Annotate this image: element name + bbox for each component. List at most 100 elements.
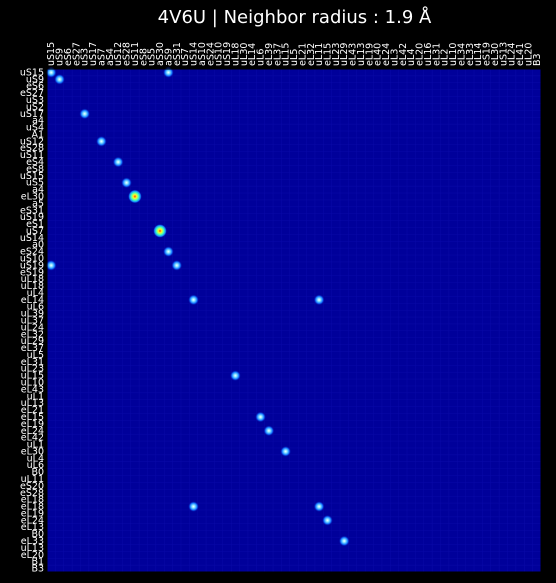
x-tick-label: uS9 xyxy=(55,48,66,66)
x-tick-label: eS24 xyxy=(205,42,216,66)
x-tick-label: eL24 xyxy=(381,43,392,66)
heatmap-cell xyxy=(112,156,124,168)
y-tick-label: A1 xyxy=(31,129,44,140)
y-tick-label: eL19 xyxy=(21,508,44,519)
y-tick-label: eL30 xyxy=(21,191,44,202)
y-tick-label: uL13 xyxy=(21,398,44,409)
plot-area xyxy=(47,69,541,572)
x-tick-label: eL40 xyxy=(373,43,384,66)
heatmap-cell xyxy=(321,514,333,526)
x-tick-label: eL14 xyxy=(247,43,258,66)
heatmap-cell xyxy=(121,177,133,189)
x-tick-label: eS19 xyxy=(482,42,493,66)
heatmap-cell xyxy=(280,445,292,457)
x-tick-label: eL34 xyxy=(456,43,467,66)
x-tick-label: uL16 xyxy=(423,43,434,66)
y-tick-label: eS8 xyxy=(26,164,44,175)
x-tick-label: uL6 xyxy=(256,49,267,66)
heatmap-cell xyxy=(162,246,174,258)
x-tick-label: uS15 xyxy=(46,42,57,66)
x-tick-label: eL21 xyxy=(297,43,308,66)
heatmap-cell xyxy=(54,73,66,85)
y-tick-label: uS3 xyxy=(26,95,44,106)
y-tick-label: B1 xyxy=(31,557,44,568)
x-tick-label: uL15 xyxy=(281,43,292,66)
x-tick-label: eL42 xyxy=(398,43,409,66)
y-tick-label: eL18 xyxy=(21,502,44,513)
y-tick-label: uS12 xyxy=(20,136,44,147)
x-tick-label: B3 xyxy=(532,53,543,66)
y-tick-label: uS2 xyxy=(26,102,44,113)
y-tick-label: B0 xyxy=(31,467,44,478)
x-tick-label: eL30 xyxy=(490,43,501,66)
y-tick-label: B0 xyxy=(31,529,44,540)
heatmap-cell xyxy=(45,259,57,271)
x-tick-label: eL15 xyxy=(322,43,333,66)
y-tick-label: uL4 xyxy=(27,288,44,299)
x-tick-label: uL13 xyxy=(356,43,367,66)
x-tick-label: uL20 xyxy=(523,43,534,66)
y-tick-label: a5 xyxy=(32,198,44,209)
y-tick-label: eL24 xyxy=(21,426,44,437)
heatmap-cell xyxy=(188,501,200,513)
x-tick-label: uL10 xyxy=(448,43,459,66)
heatmap-cell xyxy=(313,294,325,306)
y-tick-label: uL24 xyxy=(21,322,44,333)
heatmap-cell xyxy=(79,108,91,120)
x-tick-label: uS17 xyxy=(88,42,99,66)
y-tick-label: eL20 xyxy=(21,550,44,561)
heatmap-cell xyxy=(313,501,325,513)
x-tick-label: uL4 xyxy=(406,49,417,66)
x-tick-label: uS12 xyxy=(113,42,124,66)
x-tick-label: uS10 xyxy=(214,42,225,66)
heatmap-cell xyxy=(127,189,142,204)
y-tick-label: uS19 xyxy=(20,212,44,223)
y-tick-label: uL18 xyxy=(21,274,44,285)
heatmap-cell xyxy=(263,425,275,437)
y-tick-label: uL5 xyxy=(27,350,44,361)
y-tick-label: uS9 xyxy=(26,74,44,85)
x-tick-label: eL19 xyxy=(364,43,375,66)
y-tick-label: uL10 xyxy=(21,378,44,389)
heatmap-cell xyxy=(171,259,183,271)
x-tick-label: uL2 xyxy=(440,49,451,66)
y-tick-label: eL30 xyxy=(21,446,44,457)
y-tick-label: a4 xyxy=(32,185,44,196)
y-tick-label: a0 xyxy=(32,240,44,251)
x-tick-label: uL5 xyxy=(289,49,300,66)
x-tick-label: eL41 xyxy=(515,43,526,66)
x-tick-label: eS28 xyxy=(122,42,133,66)
x-tick-label: eL33 xyxy=(465,43,476,66)
x-tick-label: eS8 xyxy=(138,48,149,66)
y-tick-label: eL14 xyxy=(21,295,44,306)
y-tick-label: eL42 xyxy=(21,433,44,444)
x-tick-label: uS11 xyxy=(130,42,141,66)
y-tick-label: eL43 xyxy=(21,384,44,395)
x-tick-label: uL24 xyxy=(507,43,518,66)
heatmap-cell xyxy=(255,411,267,423)
heatmap-cell xyxy=(95,135,107,147)
x-tick-label: eS6 xyxy=(63,48,74,66)
y-tick-label: uL13 xyxy=(21,543,44,554)
x-tick-label: uS3 xyxy=(80,48,91,66)
y-tick-label: eS20 xyxy=(20,481,44,492)
y-tick-label: eS4 xyxy=(26,157,44,168)
y-tick-label: uL37 xyxy=(21,316,44,327)
y-tick-label: uS5 xyxy=(26,178,44,189)
y-tick-label: uS10 xyxy=(20,253,44,264)
y-tick-label: eS28 xyxy=(20,488,44,499)
y-tick-label: uS14 xyxy=(20,233,44,244)
x-tick-label: eL32 xyxy=(306,43,317,66)
y-tick-label: uS4 xyxy=(26,123,44,134)
y-tick-label: uL29 xyxy=(21,336,44,347)
x-tick-label: eL20 xyxy=(415,43,426,66)
y-tick-label: eL32 xyxy=(21,329,44,340)
heatmap-cell xyxy=(153,223,168,238)
y-tick-label: a4 xyxy=(32,116,44,127)
x-tick-label: uL14 xyxy=(473,43,484,66)
x-tick-label: uS19 xyxy=(222,42,233,66)
y-tick-label: uS15 xyxy=(20,67,44,78)
y-tick-label: uS17 xyxy=(20,109,44,120)
x-tick-label: uL18 xyxy=(230,43,241,66)
